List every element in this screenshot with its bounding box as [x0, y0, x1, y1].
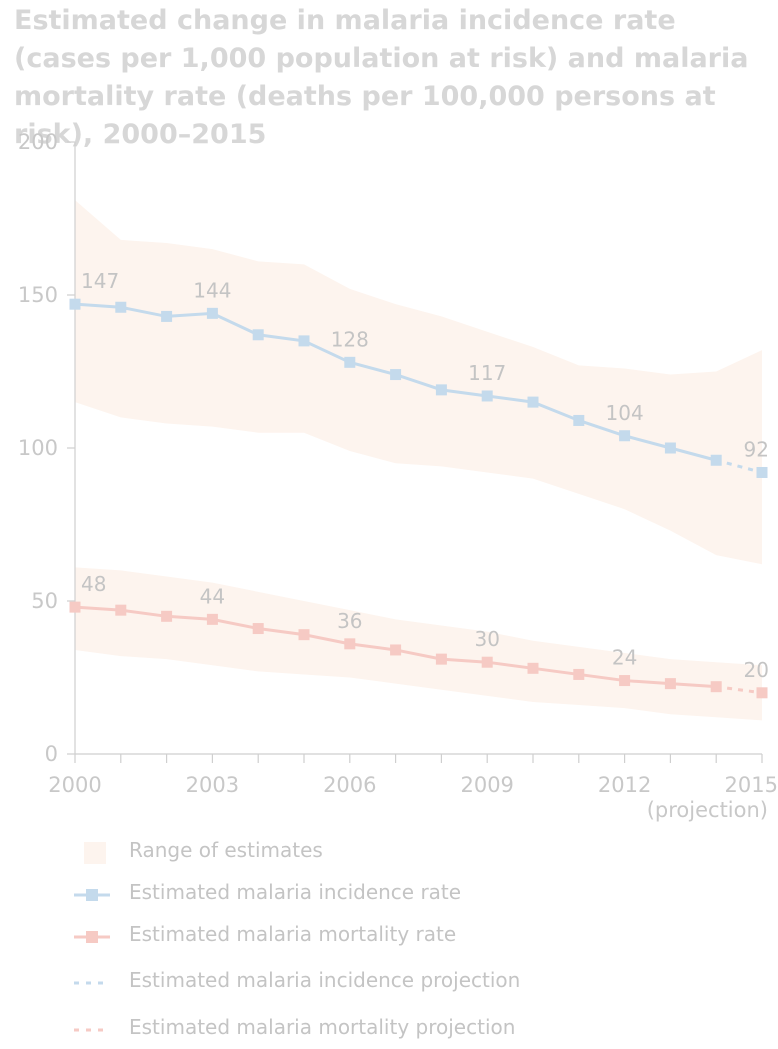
legend-item-range: Range of estimates [74, 834, 634, 872]
y-tick-label: 0 [45, 742, 58, 766]
x-tick-label: 2012 [598, 773, 651, 797]
legend-item-mortality-projection: Estimated malaria mortality projection [74, 1011, 634, 1049]
data-point [390, 644, 402, 656]
legend-label-mortality: Estimated malaria mortality rate [129, 922, 457, 946]
legend-label-incidence: Estimated malaria incidence rate [129, 880, 462, 904]
legend-item-mortality: Estimated malaria mortality rate [74, 918, 634, 956]
data-point [69, 601, 81, 613]
y-tick-label: 200 [18, 130, 58, 154]
x-tick-sublabel: (projection) [647, 798, 768, 822]
data-label: 36 [337, 609, 362, 633]
data-label: 117 [468, 361, 506, 385]
data-point [664, 678, 676, 690]
data-point [710, 681, 722, 693]
projection-line-0 [715, 458, 763, 474]
data-point [344, 356, 356, 368]
range-band-1 [75, 567, 762, 721]
data-point [619, 430, 631, 442]
data-point [344, 638, 356, 650]
line-chart: 0 50 100 150 200 2000 2003 2006 2009 2012 2015(pro… [18, 130, 778, 822]
data-point [390, 369, 402, 381]
range-swatch-icon [74, 842, 110, 864]
data-label: 104 [606, 401, 644, 425]
chart-axes: 0 50 100 150 200 2000 2003 2006 2009 2012 2015(pro… [18, 130, 778, 822]
data-point [161, 610, 173, 622]
data-point [161, 310, 173, 322]
data-label: 24 [612, 646, 637, 670]
projection-line-1 [716, 685, 763, 695]
data-point [664, 442, 676, 454]
mortality-line-icon [74, 926, 110, 948]
range-bands [75, 200, 762, 721]
data-label: 128 [331, 327, 369, 351]
data-point [710, 454, 722, 466]
data-point [206, 613, 218, 625]
mortality-dashed-line-icon [74, 1019, 110, 1041]
data-point [619, 675, 631, 687]
data-point [115, 301, 127, 313]
data-point [69, 298, 81, 310]
data-point [298, 629, 310, 641]
y-tick-label: 50 [31, 589, 58, 613]
x-tick-label: 2003 [186, 773, 239, 797]
legend-label-range: Range of estimates [129, 838, 323, 862]
x-tick-label: 2009 [460, 773, 513, 797]
y-tick-label: 150 [18, 283, 58, 307]
data-point [435, 384, 447, 396]
data-point [527, 396, 539, 408]
incidence-dashed-line-icon [74, 972, 110, 994]
data-label: 147 [81, 269, 119, 293]
data-point [298, 335, 310, 347]
incidence-line-icon [74, 884, 110, 906]
legend-label-mortality-projection: Estimated malaria mortality projection [129, 1015, 516, 1039]
data-point [481, 390, 493, 402]
data-point [252, 623, 264, 635]
data-label: 20 [744, 658, 769, 682]
data-point [756, 466, 768, 478]
data-point [435, 653, 447, 665]
data-point [115, 604, 127, 616]
legend-item-incidence-projection: Estimated malaria incidence projection [74, 964, 634, 1002]
data-label: 44 [200, 584, 225, 608]
legend-label-incidence-projection: Estimated malaria incidence projection [129, 968, 521, 992]
data-labels: 147 144 128 117 104 92 48 44 36 30 24 20 [81, 269, 769, 682]
data-point [573, 414, 585, 426]
legend-item-incidence: Estimated malaria incidence rate [74, 876, 634, 914]
y-tick-label: 100 [18, 436, 58, 460]
data-label: 48 [81, 572, 106, 596]
chart-title: Estimated change in malaria incidence ra… [14, 5, 749, 150]
series-lines [69, 298, 768, 699]
data-point [527, 662, 539, 674]
data-point [481, 656, 493, 668]
x-tick-label: 2015 [725, 773, 778, 797]
data-label: 144 [193, 278, 231, 302]
data-point [252, 329, 264, 341]
data-label: 30 [474, 627, 499, 651]
data-point [573, 668, 585, 680]
x-tick-label: 2006 [323, 773, 376, 797]
data-point [206, 307, 218, 319]
data-point [756, 687, 768, 699]
x-tick-label: 2000 [48, 773, 101, 797]
data-label: 92 [744, 437, 769, 461]
